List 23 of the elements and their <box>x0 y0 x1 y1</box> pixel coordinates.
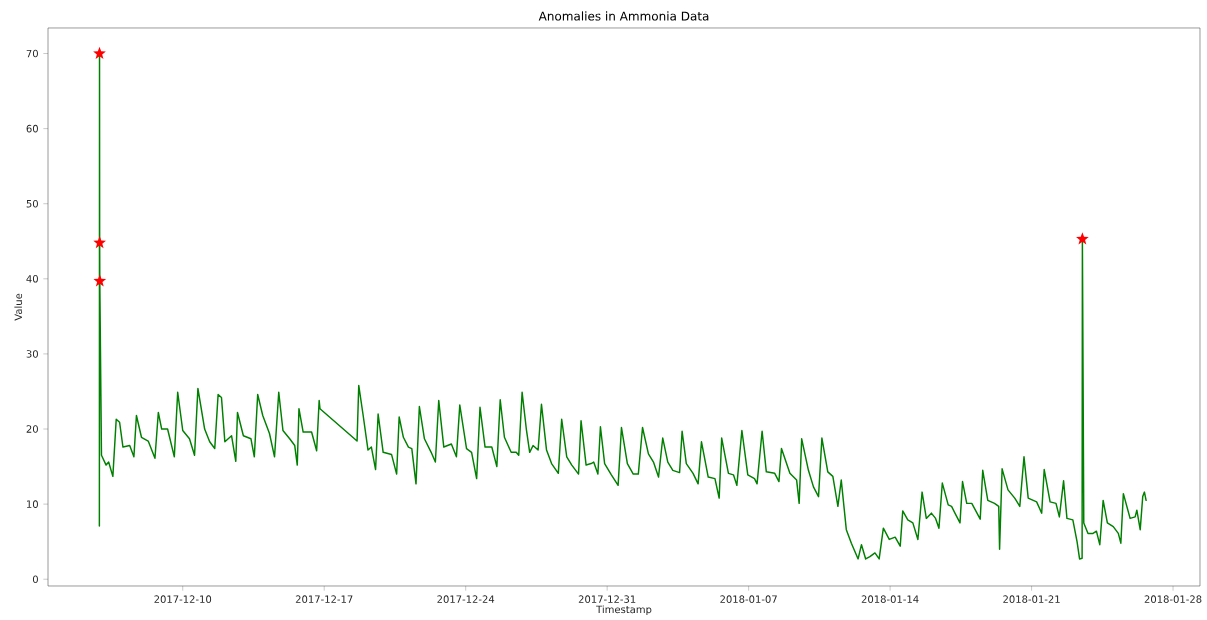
y-tick-label: 30 <box>26 350 38 358</box>
y-tick-label: 60 <box>26 124 38 133</box>
chart-title: Anomalies in Ammonia Data <box>538 11 709 21</box>
y-tick-label: 50 <box>26 199 38 208</box>
y-tick-label: 20 <box>26 425 38 433</box>
x-tick-label: 2017-12-17 <box>295 595 353 603</box>
x-tick-label: 2017-12-24 <box>437 595 495 603</box>
x-tick-label: 2017-12-31 <box>578 595 636 603</box>
x-tick-label: 2018-01-28 <box>1144 595 1202 603</box>
point <box>1076 232 1089 245</box>
x-tick-label: 2018-01-21 <box>1003 595 1060 603</box>
point <box>93 274 107 287</box>
y-axis-title: Value <box>14 293 23 321</box>
point <box>93 46 106 59</box>
y-tick-label: 10 <box>27 500 38 508</box>
y-tick-label: 70 <box>26 49 38 58</box>
y-tick-label: 40 <box>26 275 38 283</box>
x-tick-label: 2017-12-10 <box>154 595 212 603</box>
x-tick-label: 2018-01-07 <box>720 595 777 603</box>
y-tick-label: 0 <box>32 575 38 584</box>
point <box>93 236 106 249</box>
x-axis-title: Timestamp <box>596 605 652 616</box>
x-tick-label: 2018-01-14 <box>861 595 919 603</box>
